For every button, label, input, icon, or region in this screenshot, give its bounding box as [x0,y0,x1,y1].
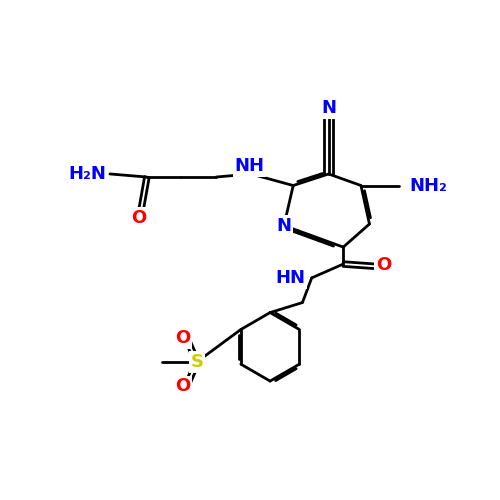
Text: NH₂: NH₂ [410,176,448,194]
Text: H₂N: H₂N [68,165,106,183]
Text: O: O [174,329,190,347]
Text: O: O [132,209,147,227]
Text: N: N [276,216,291,234]
Text: O: O [376,256,391,274]
Text: O: O [174,378,190,396]
Text: N: N [321,98,336,116]
Text: HN: HN [276,269,306,287]
Text: S: S [190,353,203,371]
Text: NH: NH [234,158,264,176]
